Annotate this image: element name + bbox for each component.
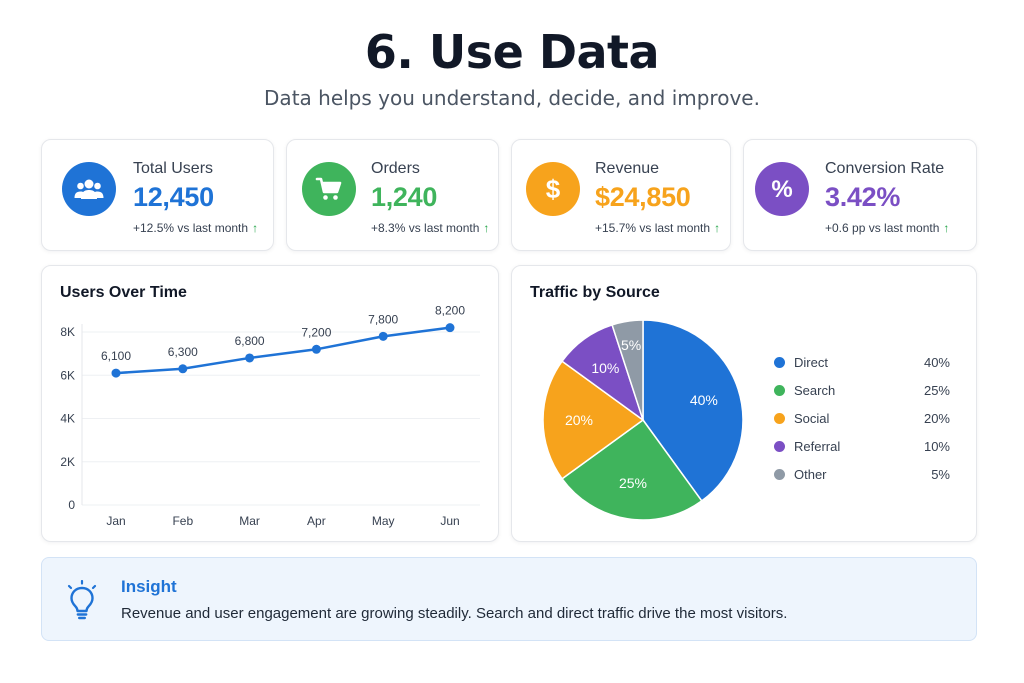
kpi-value: 3.42% — [825, 182, 901, 212]
y-tick-label: 0 — [68, 498, 75, 512]
kpi-label: Revenue — [595, 160, 660, 177]
legend-value: 5% — [931, 467, 950, 482]
kpi-card-conversion-rate: % Conversion Rate 3.42% +0.6 pp vs last … — [743, 139, 977, 251]
y-tick-label: 2K — [60, 455, 75, 469]
kpi-delta-text: +15.7% vs last month — [595, 221, 711, 235]
pie-slice-direct — [642, 319, 744, 502]
legend-value: 20% — [923, 411, 950, 426]
x-tick-label: Apr — [307, 514, 326, 528]
svg-text:$: $ — [546, 174, 561, 204]
svg-text:%: % — [771, 176, 792, 203]
arrow-up-icon: ↑ — [252, 221, 259, 235]
legend-item-search: Search 25% — [774, 381, 950, 401]
kpi-delta: +8.3% vs last month ↑ — [371, 221, 489, 235]
line-chart-title: Users Over Time — [60, 284, 187, 301]
x-tick-label: Jan — [106, 514, 125, 528]
data-point — [445, 323, 455, 333]
legend-item-social: Social 20% — [774, 409, 950, 429]
slice-label: 10% — [591, 360, 619, 376]
x-tick-label: Mar — [239, 514, 260, 528]
kpi-delta-text: +12.5% vs last month — [133, 221, 249, 235]
legend-label: Other — [794, 467, 827, 482]
pie-slice-social — [542, 360, 645, 480]
kpi-value: 12,450 — [133, 182, 214, 212]
kpi-delta-text: +0.6 pp vs last month — [825, 221, 940, 235]
data-label: 7,200 — [301, 325, 331, 339]
percent-icon: % — [755, 162, 809, 216]
pie-slice-search — [561, 418, 703, 521]
data-point — [311, 344, 321, 354]
data-point — [245, 353, 255, 363]
kpi-label: Total Users — [133, 160, 214, 177]
insight-text: Revenue and user engagement are growing … — [121, 605, 788, 622]
kpi-delta-text: +8.3% vs last month — [371, 221, 480, 235]
slice-label: 25% — [619, 475, 647, 491]
lightbulb-icon — [64, 579, 100, 625]
data-label: 6,800 — [235, 334, 265, 348]
data-point — [178, 364, 188, 374]
kpi-card-total-users: Total Users 12,450 +12.5% vs last month ↑ — [41, 139, 274, 251]
arrow-up-icon: ↑ — [714, 221, 721, 235]
legend-label: Referral — [794, 439, 841, 454]
x-tick-label: Jun — [440, 514, 459, 528]
legend-item-other: Other 5% — [774, 465, 950, 485]
users-over-time-panel: Users Over Time 0 2K 4K 6K 8K 6,100 Jan 6,300 Fe… — [41, 265, 499, 542]
legend-swatch — [774, 469, 785, 480]
traffic-by-source-panel: Traffic by Source 40% 25% 20% 10% 5% Direct 4… — [511, 265, 977, 542]
page-title: 6. Use Data — [364, 25, 660, 79]
y-tick-label: 8K — [60, 325, 75, 339]
legend-value: 25% — [923, 383, 950, 398]
insight-title: Insight — [121, 577, 177, 596]
slice-label: 5% — [621, 337, 641, 353]
legend-label: Direct — [794, 355, 828, 370]
kpi-label: Conversion Rate — [825, 160, 945, 177]
legend-label: Search — [794, 383, 836, 398]
y-tick-label: 4K — [60, 412, 75, 426]
kpi-delta: +12.5% vs last month ↑ — [133, 221, 258, 235]
data-label: 8,200 — [435, 304, 465, 318]
pie-slice-other — [611, 319, 644, 421]
data-label: 6,100 — [101, 349, 131, 363]
kpi-card-orders: Orders 1,240 +8.3% vs last month ↑ — [286, 139, 499, 251]
legend-label: Social — [794, 411, 830, 426]
page-subtitle: Data helps you understand, decide, and i… — [264, 86, 760, 110]
legend-swatch — [774, 385, 785, 396]
x-tick-label: Feb — [172, 514, 193, 528]
kpi-value: $24,850 — [595, 182, 691, 212]
legend-item-direct: Direct 40% — [774, 353, 950, 373]
users-icon — [62, 162, 116, 216]
shopping-cart-icon — [302, 162, 356, 216]
kpi-delta: +0.6 pp vs last month ↑ — [825, 221, 949, 235]
arrow-up-icon: ↑ — [943, 221, 950, 235]
data-point — [378, 331, 388, 341]
data-label: 6,300 — [168, 345, 198, 359]
pie-chart-title: Traffic by Source — [530, 284, 660, 301]
data-label: 7,800 — [368, 312, 398, 326]
legend-item-referral: Referral 10% — [774, 437, 950, 457]
insight-banner: Insight Revenue and user engagement are … — [41, 557, 977, 641]
line-chart: 0 2K 4K 6K 8K 6,100 Jan 6,300 Feb 6,800 Mar 7,200 Ap… — [60, 304, 480, 528]
slice-label: 20% — [565, 412, 593, 428]
y-tick-label: 6K — [60, 368, 75, 382]
data-point — [111, 368, 121, 378]
kpi-value: 1,240 — [371, 182, 438, 212]
legend-swatch — [774, 441, 785, 452]
arrow-up-icon: ↑ — [483, 221, 490, 235]
legend-swatch — [774, 413, 785, 424]
x-tick-label: May — [372, 514, 395, 528]
legend-swatch — [774, 357, 785, 368]
pie-chart: 40% 25% 20% 10%5% — [542, 319, 744, 521]
kpi-delta: +15.7% vs last month ↑ — [595, 221, 720, 235]
kpi-card-revenue: $ Revenue $24,850 +15.7% vs last month ↑ — [511, 139, 731, 251]
kpi-label: Orders — [371, 160, 420, 177]
page-header: 6. Use Data Data helps you understand, d… — [0, 22, 1024, 110]
slice-label: 40% — [690, 392, 718, 408]
series-line — [115, 326, 451, 375]
legend-value: 40% — [923, 355, 950, 370]
dollar-icon: $ — [526, 162, 580, 216]
legend-value: 10% — [923, 439, 950, 454]
